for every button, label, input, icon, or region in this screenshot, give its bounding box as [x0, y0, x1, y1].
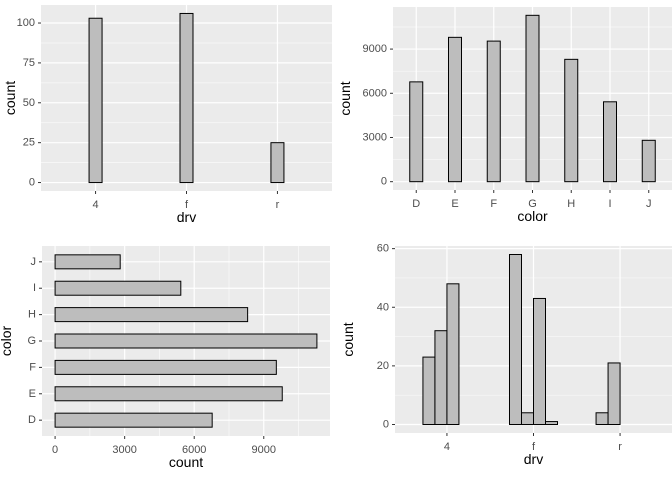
y-axis-title: count [2, 81, 18, 115]
bar [641, 139, 656, 183]
tick-label: 75 [23, 57, 35, 69]
bar [54, 280, 182, 296]
bar [409, 81, 424, 183]
tick-label: f [532, 441, 536, 453]
bar [88, 17, 103, 184]
bar [545, 421, 558, 426]
bar [54, 412, 213, 428]
tick-label: I [33, 282, 36, 294]
bar [603, 101, 617, 183]
bar [564, 58, 579, 183]
bar [595, 412, 609, 426]
tick-label: 9000 [252, 444, 276, 456]
x-axis-title: color [517, 208, 548, 224]
bar [54, 359, 277, 375]
bar [525, 14, 540, 183]
x-axis-title: count [169, 454, 203, 470]
bar [533, 297, 546, 426]
bar [607, 362, 621, 425]
bar [54, 333, 318, 349]
tick-label: 4 [93, 199, 99, 211]
chart-drv-count-dodged: 0 20 40 60 4 f r drv count [336, 240, 672, 480]
chart-drv-count: 0 25 50 75 100 4 f r drv count [0, 0, 336, 240]
y-axis-title: count [337, 81, 353, 115]
tick-label: D [28, 414, 36, 426]
bar [448, 36, 462, 183]
bar [270, 142, 285, 184]
tick-label: 60 [377, 243, 389, 255]
tick-label: F [29, 361, 36, 373]
bar [509, 254, 522, 425]
bar [446, 283, 460, 425]
tick-label: 6000 [182, 444, 206, 456]
tick-label: E [451, 198, 458, 210]
tick-label: r [276, 199, 280, 211]
tick-label: 0 [381, 176, 387, 188]
tick-label: 3000 [363, 131, 387, 143]
bar [434, 330, 448, 425]
tick-label: J [646, 198, 652, 210]
bar [486, 40, 501, 183]
tick-label: J [31, 256, 37, 268]
tick-label: E [29, 388, 36, 400]
tick-label: 40 [377, 301, 389, 313]
tick-label: 0 [383, 419, 389, 431]
tick-label: I [608, 198, 611, 210]
bar [54, 254, 121, 270]
tick-label: 25 [23, 137, 35, 149]
y-axis-title: color [0, 325, 14, 356]
tick-label: 6000 [363, 87, 387, 99]
tick-label: 9000 [363, 43, 387, 55]
bar [179, 12, 194, 184]
tick-label: 100 [17, 17, 35, 29]
x-axis-title: drv [177, 209, 196, 225]
x-axis-title: drv [524, 451, 543, 467]
tick-label: 4 [444, 441, 450, 453]
drv-count-bar: 0 25 50 75 100 4 f r drv count [2, 5, 332, 225]
y-axis-title: count [340, 322, 356, 356]
tick-label: H [28, 309, 36, 321]
bar [422, 356, 436, 425]
tick-label: f [185, 199, 189, 211]
tick-label: D [412, 198, 420, 210]
tick-label: 3000 [112, 444, 136, 456]
drv-count-dodged-bar: 0 20 40 60 4 f r drv count [340, 243, 672, 467]
tick-label: 50 [23, 97, 35, 109]
tick-label: 0 [29, 177, 35, 189]
tick-label: 0 [52, 444, 58, 456]
bar [54, 386, 283, 402]
tick-label: r [618, 441, 622, 453]
tick-label: F [490, 198, 497, 210]
bar [521, 412, 534, 426]
tick-label: G [27, 335, 36, 347]
bar [54, 307, 249, 323]
tick-label: G [528, 198, 537, 210]
tick-label: 20 [377, 360, 389, 372]
tick-label: H [567, 198, 575, 210]
